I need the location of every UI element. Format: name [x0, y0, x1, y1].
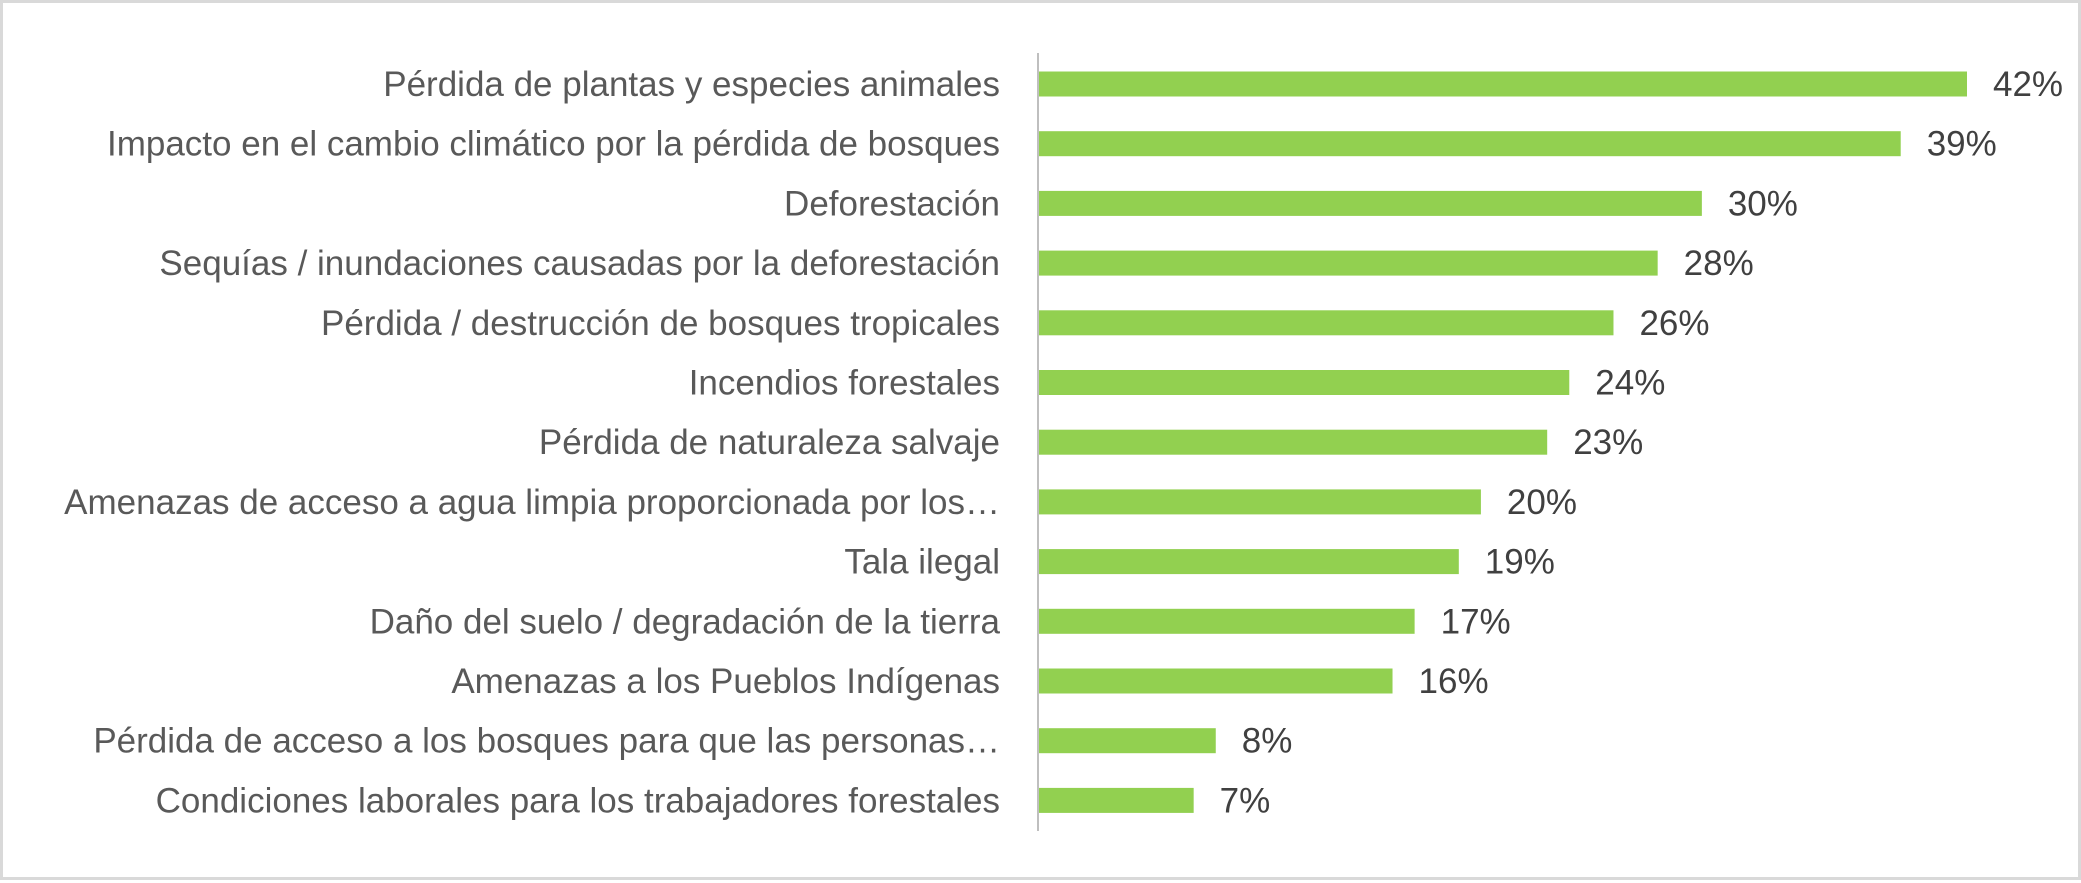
- category-label-12: Condiciones laborales para los trabajado…: [156, 781, 1000, 820]
- bar-11: [1039, 728, 1216, 754]
- category-label-6: Pérdida de naturaleza salvaje: [539, 423, 1000, 462]
- bar-12: [1039, 787, 1194, 813]
- value-labels: 42% 39% 30% 28% 26% 24% 23% 20% 19% 17% 16% 8% 7%: [1220, 65, 2063, 820]
- bar-6: [1039, 429, 1548, 455]
- value-label-5: 24%: [1595, 364, 1665, 403]
- category-label-2: Deforestación: [784, 184, 1000, 223]
- value-label-11: 8%: [1242, 722, 1293, 761]
- value-label-4: 26%: [1639, 304, 1709, 343]
- category-label-11: Pérdida de acceso a los bosques para que…: [93, 722, 1000, 761]
- category-label-10: Amenazas a los Pueblos Indígenas: [451, 662, 1000, 701]
- category-label-3: Sequías / inundaciones causadas por la d…: [159, 244, 1000, 283]
- value-label-8: 19%: [1485, 543, 1555, 582]
- bar-10: [1039, 668, 1393, 694]
- bars-group: [1039, 71, 1967, 813]
- value-label-2: 30%: [1728, 184, 1798, 223]
- bar-7: [1039, 489, 1481, 515]
- category-labels: Pérdida de plantas y especies animales Im…: [64, 65, 1000, 820]
- bar-1: [1039, 131, 1901, 157]
- category-label-9: Daño del suelo / degradación de la tierr…: [370, 602, 1001, 641]
- bar-4: [1039, 310, 1614, 336]
- category-label-1: Impacto en el cambio climático por la pé…: [107, 125, 1000, 164]
- value-label-1: 39%: [1927, 125, 1997, 164]
- value-label-3: 28%: [1684, 244, 1754, 283]
- value-label-0: 42%: [1993, 65, 2063, 104]
- bar-3: [1039, 250, 1658, 276]
- value-label-7: 20%: [1507, 483, 1577, 522]
- bar-5: [1039, 370, 1570, 395]
- category-label-5: Incendios forestales: [689, 364, 1000, 403]
- value-label-6: 23%: [1573, 423, 1643, 462]
- category-label-4: Pérdida / destrucción de bosques tropica…: [321, 304, 1000, 343]
- category-label-8: Tala ilegal: [844, 543, 1000, 582]
- bar-9: [1039, 608, 1415, 634]
- bar-2: [1039, 190, 1702, 216]
- value-label-9: 17%: [1441, 602, 1511, 641]
- bar-0: [1039, 71, 1967, 97]
- bar-chart: Pérdida de plantas y especies animales Im…: [64, 53, 2063, 831]
- category-label-7: Amenazas de acceso a agua limpia proporc…: [64, 483, 1000, 522]
- value-label-10: 16%: [1419, 662, 1489, 701]
- bar-8: [1039, 549, 1459, 575]
- category-label-0: Pérdida de plantas y especies animales: [383, 65, 1000, 104]
- value-label-12: 7%: [1220, 781, 1271, 820]
